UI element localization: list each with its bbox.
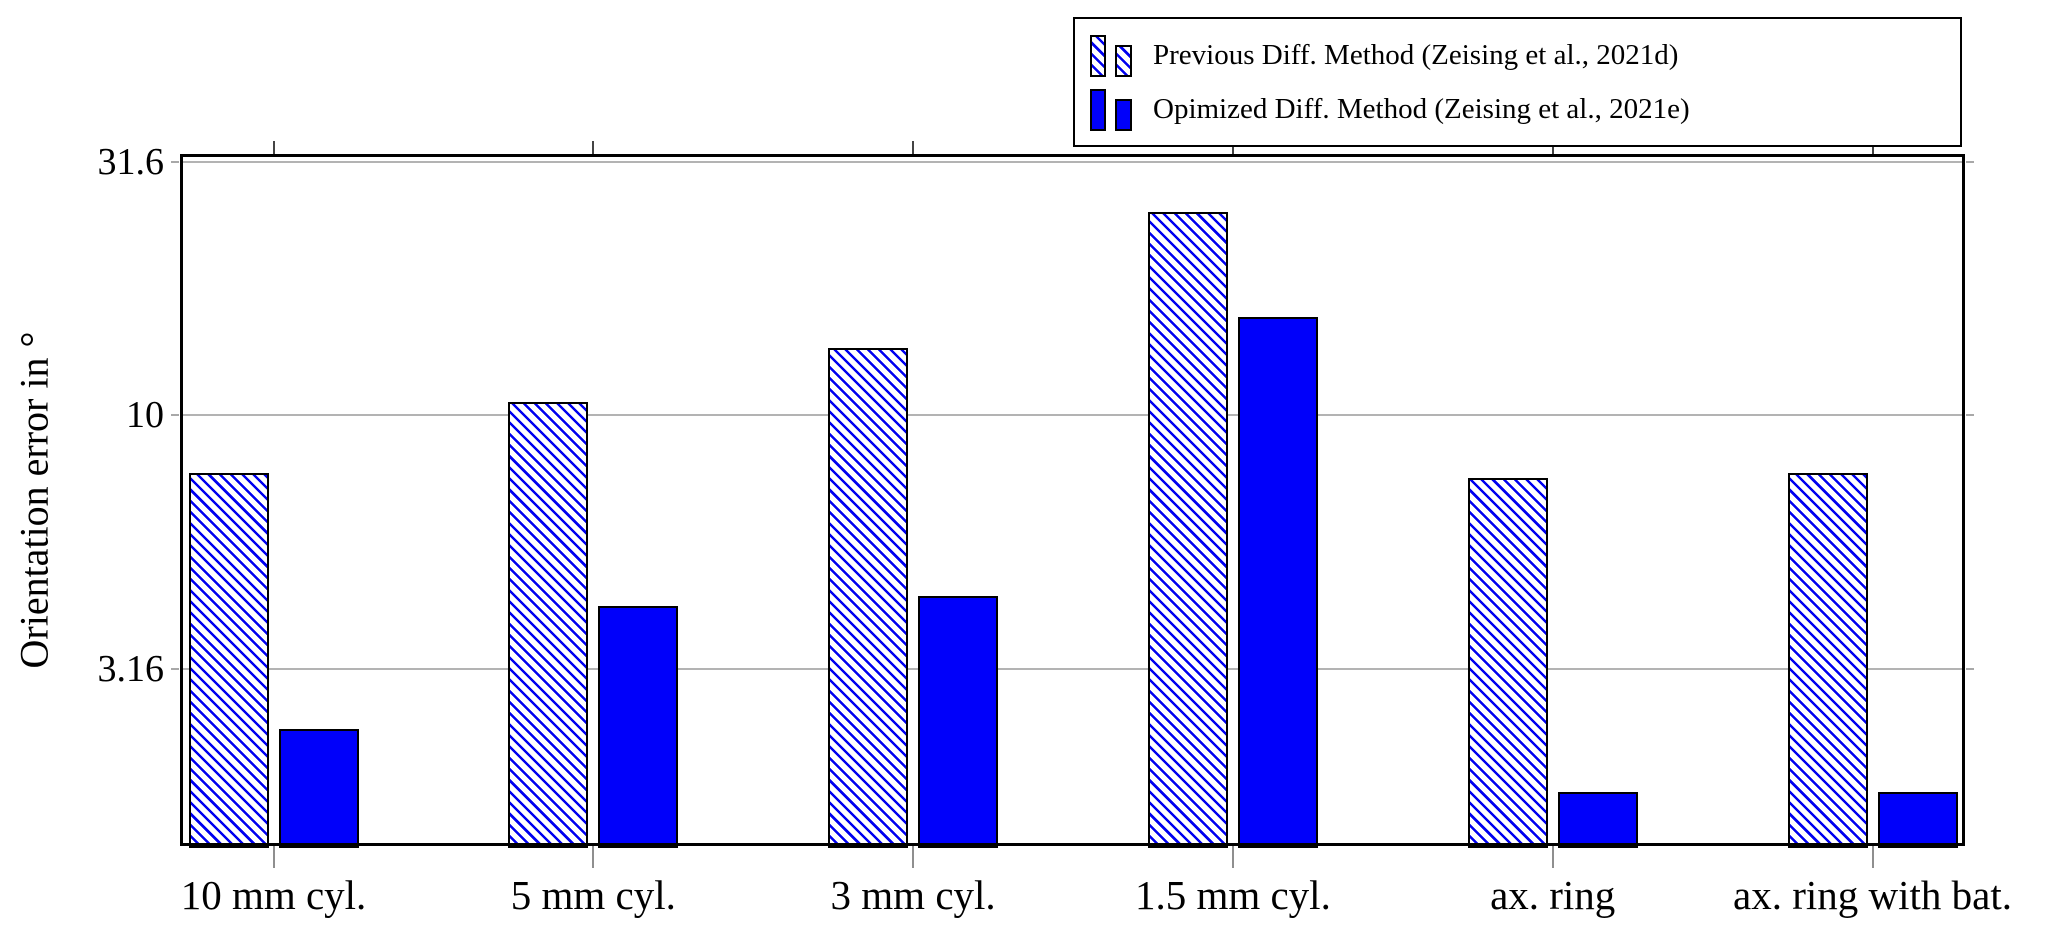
bar-optimized-2 bbox=[598, 605, 679, 848]
bar-optimized-3 bbox=[918, 595, 999, 848]
y-tick-right-3.16 bbox=[1966, 667, 1974, 670]
category-tick-bottom-5 bbox=[1551, 846, 1554, 868]
category-tick-bottom-1 bbox=[272, 846, 275, 868]
legend-label-previous: Previous Diff. Method (Zeising et al., 2… bbox=[1153, 38, 1679, 71]
category-tick-top-2 bbox=[592, 141, 595, 154]
legend-marker-hatched-bars-icon bbox=[1089, 33, 1135, 77]
y-tick-left-3.16 bbox=[171, 667, 179, 670]
y-gridline-31.6 bbox=[180, 161, 1965, 164]
bar-previous-5 bbox=[1467, 478, 1548, 848]
legend-swatch-solid-2 bbox=[1115, 99, 1132, 131]
x-category-label-3: 3 mm cyl. bbox=[830, 872, 996, 918]
y-gridline-10 bbox=[180, 414, 1965, 417]
category-tick-top-1 bbox=[272, 141, 275, 154]
y-tick-left-31.6 bbox=[171, 161, 179, 164]
legend-row-previous: Previous Diff. Method (Zeising et al., 2… bbox=[1089, 33, 1960, 77]
bar-optimized-5 bbox=[1557, 792, 1638, 848]
category-tick-bottom-2 bbox=[592, 846, 595, 868]
legend: Previous Diff. Method (Zeising et al., 2… bbox=[1073, 17, 1962, 147]
category-tick-bottom-3 bbox=[912, 846, 915, 868]
x-category-label-1: 10 mm cyl. bbox=[180, 872, 367, 918]
y-tick-right-10 bbox=[1966, 414, 1974, 417]
bar-optimized-4 bbox=[1237, 317, 1318, 848]
bar-previous-3 bbox=[828, 347, 909, 848]
legend-label-optimized: Opimized Diff. Method (Zeising et al., 2… bbox=[1153, 92, 1690, 125]
y-axis-title: Orientation error in ° bbox=[11, 331, 57, 669]
bar-optimized-1 bbox=[278, 729, 359, 848]
bar-previous-6 bbox=[1787, 472, 1868, 848]
y-gridline-3.16 bbox=[180, 667, 1965, 670]
x-category-label-4: 1.5 mm cyl. bbox=[1134, 872, 1331, 918]
category-tick-top-6 bbox=[1871, 141, 1874, 154]
legend-swatch-solid-1 bbox=[1090, 89, 1106, 131]
y-tick-right-31.6 bbox=[1966, 161, 1974, 164]
category-tick-top-4 bbox=[1231, 141, 1234, 154]
y-tick-label-10: 10 bbox=[126, 394, 164, 437]
x-category-label-5: ax. ring bbox=[1490, 872, 1616, 918]
category-tick-bottom-6 bbox=[1871, 846, 1874, 868]
y-tick-label-31.6: 31.6 bbox=[97, 141, 165, 184]
legend-swatch-hatched-2 bbox=[1115, 45, 1132, 77]
legend-marker-solid-bars-icon bbox=[1089, 87, 1135, 131]
bar-previous-2 bbox=[508, 402, 589, 848]
bar-previous-4 bbox=[1147, 211, 1228, 848]
x-category-label-2: 5 mm cyl. bbox=[510, 872, 676, 918]
plot-frame bbox=[180, 154, 1965, 846]
category-tick-top-3 bbox=[912, 141, 915, 154]
y-tick-left-10 bbox=[171, 414, 179, 417]
bar-previous-1 bbox=[188, 472, 269, 848]
category-tick-bottom-4 bbox=[1231, 846, 1234, 868]
legend-row-optimized: Opimized Diff. Method (Zeising et al., 2… bbox=[1089, 87, 1960, 131]
category-tick-top-5 bbox=[1551, 141, 1554, 154]
x-category-label-6: ax. ring with bat. bbox=[1733, 872, 2012, 918]
legend-swatch-hatched-1 bbox=[1090, 35, 1106, 77]
y-tick-label-3.16: 3.16 bbox=[97, 647, 165, 690]
bar-optimized-6 bbox=[1877, 792, 1958, 848]
